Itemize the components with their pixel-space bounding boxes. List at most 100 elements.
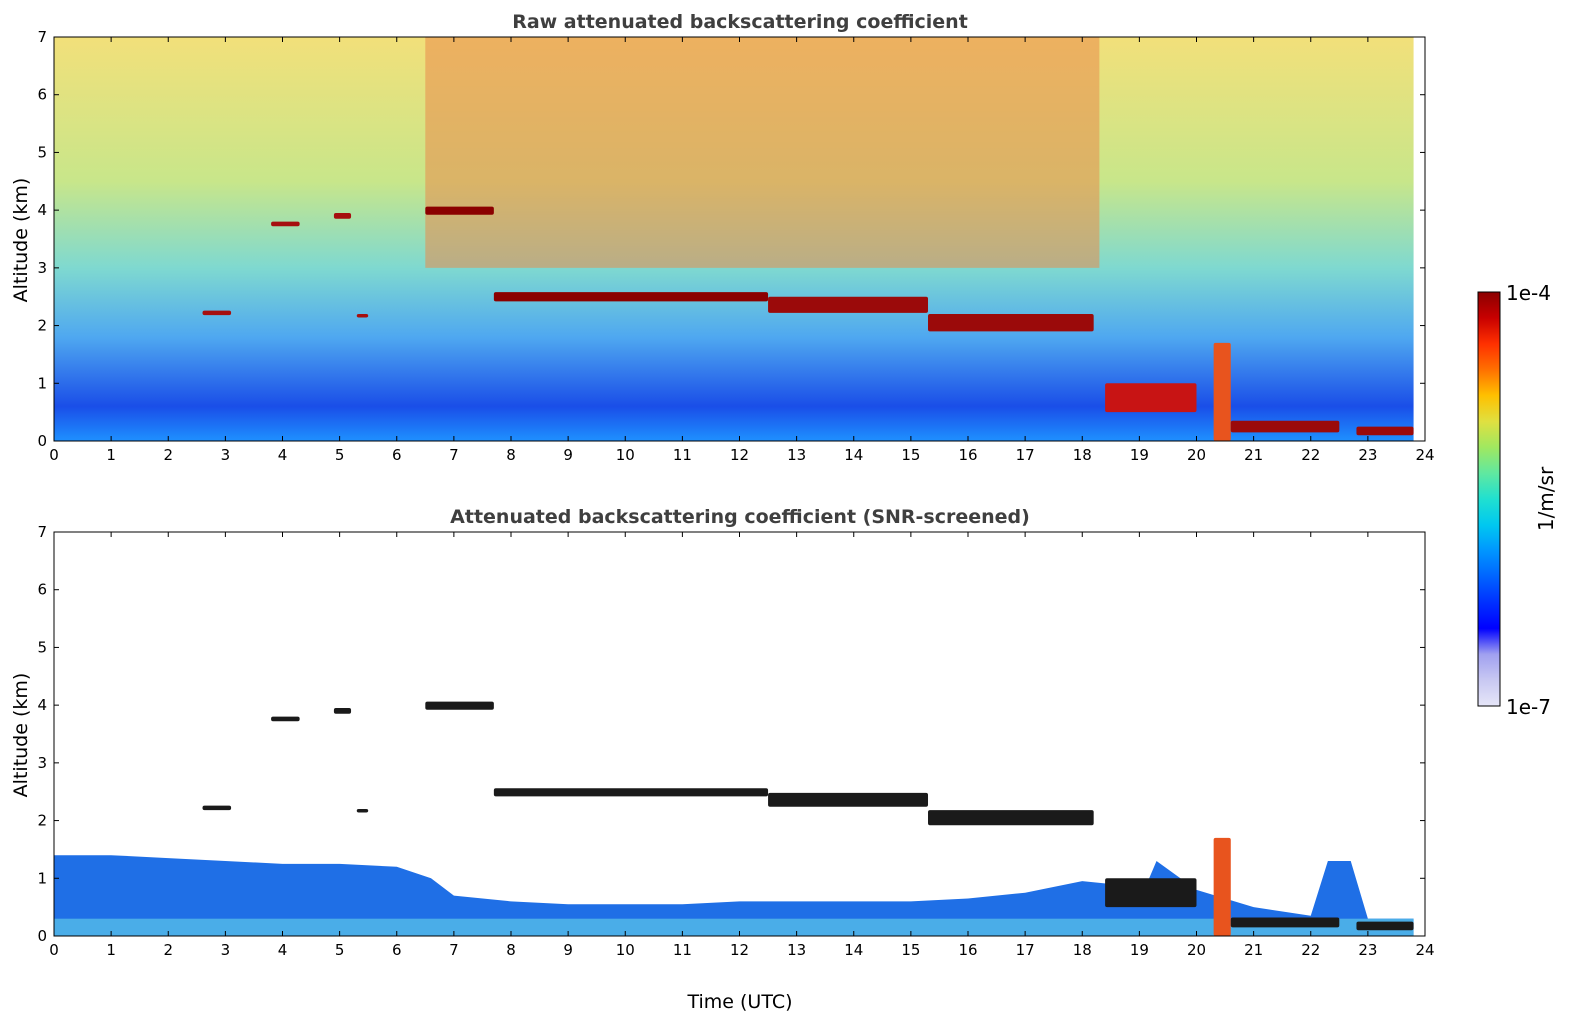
cloud-layer	[928, 314, 1094, 332]
y-tick-label: 3	[37, 754, 47, 772]
plot-area-raw	[53, 36, 1426, 442]
x-tick-label: 0	[49, 446, 59, 464]
colorbar-unit-label: 1/m/sr	[1534, 466, 1558, 531]
x-tick-label: 13	[787, 446, 806, 464]
y-tick-label: 6	[37, 581, 47, 599]
x-tick-label: 21	[1244, 446, 1263, 464]
x-tick-label: 19	[1130, 446, 1149, 464]
x-tick-label: 3	[221, 941, 231, 959]
x-tick-label: 11	[673, 446, 692, 464]
y-tick-label: 2	[37, 812, 47, 830]
x-tick-label: 20	[1187, 941, 1206, 959]
cloud-layer	[271, 716, 300, 722]
x-tick-label: 21	[1244, 941, 1263, 959]
x-tick-label: 9	[563, 941, 573, 959]
boundary-layer-base	[54, 918, 1414, 936]
cloud-layer	[1230, 917, 1340, 928]
x-tick-label: 6	[392, 941, 402, 959]
panel-title-snr: Attenuated backscattering coefficient (S…	[450, 506, 1030, 528]
x-tick-label: 10	[616, 941, 635, 959]
x-tick-label: 14	[844, 446, 863, 464]
x-tick-label: 1	[106, 446, 116, 464]
x-tick-label: 23	[1358, 941, 1377, 959]
x-ticks-raw: 0 1 2 3 4 5 6 7 8 9 10 11 12 13 14 15 16 17 18 19 20 21 22 23 24	[49, 37, 1435, 464]
x-tick-label: 19	[1130, 941, 1149, 959]
y-tick-label: 1	[37, 374, 47, 392]
x-tick-label: 10	[616, 446, 635, 464]
x-tick-label: 3	[221, 446, 231, 464]
cloud-layer	[1356, 921, 1414, 931]
x-tick-label: 16	[958, 941, 977, 959]
cloud-layer	[1213, 837, 1231, 936]
panel-snr: Attenuated backscattering coefficient (S…	[10, 506, 1435, 1013]
y-tick-label: 4	[37, 696, 47, 714]
cloud-layer	[1105, 383, 1197, 413]
cloud-layer	[1356, 426, 1414, 436]
cloud-layer	[356, 809, 369, 813]
y-tick-label: 2	[37, 317, 47, 335]
x-tick-label: 15	[901, 941, 920, 959]
x-tick-label: 22	[1301, 941, 1320, 959]
plot-area-snr	[53, 531, 1426, 937]
x-tick-label: 15	[901, 446, 920, 464]
x-tick-label: 14	[844, 941, 863, 959]
y-tick-label: 7	[37, 523, 47, 541]
cloud-layer	[333, 708, 352, 714]
colorbar-bottom-label: 1e-7	[1506, 695, 1551, 719]
y-tick-label: 5	[37, 638, 47, 656]
y-tick-label: 0	[37, 432, 47, 450]
panel-title-raw: Raw attenuated backscattering coefficien…	[512, 11, 968, 33]
x-ticks-snr: 0 1 2 3 4 5 6 7 8 9 10 11 12 13 14 15 16 17 18 19 20 21 22 23 24	[49, 532, 1435, 959]
y-tick-label: 5	[37, 143, 47, 161]
cloud-layer	[493, 292, 769, 302]
colorbar-top-label: 1e-4	[1506, 281, 1551, 305]
cloud-layer	[1230, 420, 1340, 433]
cloud-layer	[356, 314, 369, 318]
x-tick-label: 5	[335, 446, 345, 464]
y-ticks-snr: 0 1 2 3 4 5 6 7	[37, 523, 1425, 945]
y-tick-label: 6	[37, 86, 47, 104]
x-tick-label: 20	[1187, 446, 1206, 464]
x-tick-label: 7	[449, 941, 459, 959]
boundary-layer	[54, 855, 1414, 936]
x-tick-label: 2	[163, 941, 173, 959]
y-ticks-raw: 0 1 2 3 4 5 6 7	[37, 28, 1425, 450]
x-tick-label: 11	[673, 941, 692, 959]
x-axis-label: Time (UTC)	[686, 991, 792, 1013]
x-tick-label: 0	[49, 941, 59, 959]
x-tick-label: 17	[1016, 446, 1035, 464]
x-tick-label: 4	[278, 446, 288, 464]
x-tick-label: 12	[730, 941, 749, 959]
x-tick-label: 16	[958, 446, 977, 464]
colorbar-scale	[1477, 291, 1501, 707]
cloud-layer	[425, 206, 494, 215]
cloud-layer	[425, 701, 494, 710]
x-tick-label: 18	[1073, 941, 1092, 959]
cloud-layer	[493, 788, 769, 797]
x-tick-label: 6	[392, 446, 402, 464]
y-tick-label: 3	[37, 259, 47, 277]
x-tick-label: 18	[1073, 446, 1092, 464]
x-tick-label: 17	[1016, 941, 1035, 959]
y-axis-label-snr: Altitude (km)	[10, 673, 32, 798]
y-tick-label: 1	[37, 869, 47, 887]
cloud-layer	[1105, 878, 1197, 908]
noisy-signal-region	[425, 37, 1100, 268]
panel-raw: Raw attenuated backscattering coefficien…	[10, 11, 1435, 464]
y-tick-label: 0	[37, 927, 47, 945]
x-tick-label: 7	[449, 446, 459, 464]
x-tick-label: 1	[106, 941, 116, 959]
x-tick-label: 24	[1415, 446, 1434, 464]
cloud-layer	[333, 213, 352, 219]
x-tick-label: 8	[506, 446, 516, 464]
cloud-layer	[202, 805, 232, 811]
cloud-layer	[928, 810, 1094, 826]
x-tick-label: 4	[278, 941, 288, 959]
x-tick-label: 13	[787, 941, 806, 959]
y-axis-label-raw: Altitude (km)	[10, 178, 32, 303]
x-tick-label: 2	[163, 446, 173, 464]
y-tick-label: 7	[37, 28, 47, 46]
x-tick-label: 8	[506, 941, 516, 959]
x-tick-label: 9	[563, 446, 573, 464]
